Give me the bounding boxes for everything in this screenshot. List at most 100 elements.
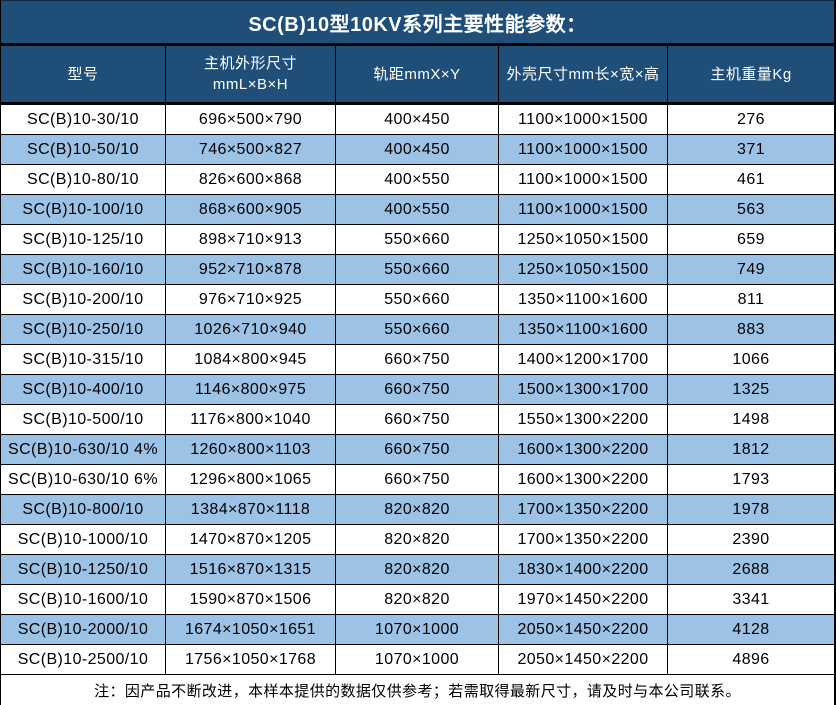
cell-enclosure-dimensions: 1100×1000×1500 bbox=[499, 195, 667, 224]
column-header-main-dimensions: 主机外形尺寸 mmL×B×H bbox=[166, 46, 335, 104]
cell-main-dimensions: 1084×800×945 bbox=[166, 345, 335, 374]
cell-rail-gauge: 1070×1000 bbox=[336, 615, 498, 644]
cell-model: SC(B)10-2000/10 bbox=[1, 615, 165, 644]
column-header-main-dimensions-line2: mmL×B×H bbox=[212, 76, 289, 93]
cell-weight: 461 bbox=[668, 165, 834, 194]
cell-weight: 1325 bbox=[668, 375, 834, 404]
cell-enclosure-dimensions: 1350×1100×1600 bbox=[499, 315, 667, 344]
cell-enclosure-dimensions: 1550×1300×2200 bbox=[499, 405, 667, 434]
cell-rail-gauge: 820×820 bbox=[336, 495, 498, 524]
cell-main-dimensions: 1590×870×1506 bbox=[166, 585, 335, 614]
cell-rail-gauge: 820×820 bbox=[336, 585, 498, 614]
cell-rail-gauge: 400×550 bbox=[336, 165, 498, 194]
cell-weight: 371 bbox=[668, 135, 834, 164]
cell-rail-gauge: 400×450 bbox=[336, 105, 498, 134]
cell-rail-gauge: 660×750 bbox=[336, 405, 498, 434]
cell-rail-gauge: 820×820 bbox=[336, 525, 498, 554]
cell-enclosure-dimensions: 1350×1100×1600 bbox=[499, 285, 667, 314]
column-header-rail-gauge: 轨距mmX×Y bbox=[336, 46, 498, 104]
cell-enclosure-dimensions: 1100×1000×1500 bbox=[499, 165, 667, 194]
cell-enclosure-dimensions: 2050×1450×2200 bbox=[499, 615, 667, 644]
cell-model: SC(B)10-80/10 bbox=[1, 165, 165, 194]
cell-model: SC(B)10-315/10 bbox=[1, 345, 165, 374]
cell-main-dimensions: 976×710×925 bbox=[166, 285, 335, 314]
cell-weight: 883 bbox=[668, 315, 834, 344]
cell-weight: 749 bbox=[668, 255, 834, 284]
cell-weight: 659 bbox=[668, 225, 834, 254]
column-header-enclosure-dimensions: 外壳尺寸mm长×宽×高 bbox=[499, 46, 667, 104]
cell-main-dimensions: 1296×800×1065 bbox=[166, 465, 335, 494]
cell-model: SC(B)10-100/10 bbox=[1, 195, 165, 224]
cell-model: SC(B)10-1600/10 bbox=[1, 585, 165, 614]
cell-weight: 1066 bbox=[668, 345, 834, 374]
cell-model: SC(B)10-630/10 4% bbox=[1, 435, 165, 464]
column-header-weight-label: 主机重量Kg bbox=[710, 65, 792, 83]
cell-main-dimensions: 1146×800×975 bbox=[166, 375, 335, 404]
cell-model: SC(B)10-500/10 bbox=[1, 405, 165, 434]
cell-rail-gauge: 1070×1000 bbox=[336, 645, 498, 674]
column-header-rail-gauge-label: 轨距mmX×Y bbox=[373, 65, 461, 83]
cell-weight: 1812 bbox=[668, 435, 834, 464]
cell-enclosure-dimensions: 1970×1450×2200 bbox=[499, 585, 667, 614]
column-header-weight: 主机重量Kg bbox=[668, 46, 834, 104]
cell-rail-gauge: 550×660 bbox=[336, 255, 498, 284]
cell-rail-gauge: 660×750 bbox=[336, 435, 498, 464]
cell-enclosure-dimensions: 1100×1000×1500 bbox=[499, 135, 667, 164]
cell-main-dimensions: 1384×870×1118 bbox=[166, 495, 335, 524]
cell-enclosure-dimensions: 1250×1050×1500 bbox=[499, 255, 667, 284]
cell-model: SC(B)10-2500/10 bbox=[1, 645, 165, 674]
cell-rail-gauge: 400×550 bbox=[336, 195, 498, 224]
cell-main-dimensions: 1260×800×1103 bbox=[166, 435, 335, 464]
footnote: 注：因产品不断改进，本样本提供的数据仅供参考；若需取得最新尺寸，请及时与本公司联… bbox=[0, 674, 836, 705]
cell-rail-gauge: 660×750 bbox=[336, 345, 498, 374]
column-header-model: 型号 bbox=[1, 46, 165, 104]
table-title: SC(B)10型10KV系列主要性能参数： bbox=[0, 0, 836, 46]
cell-weight: 2688 bbox=[668, 555, 834, 584]
cell-main-dimensions: 868×600×905 bbox=[166, 195, 335, 224]
cell-main-dimensions: 826×600×868 bbox=[166, 165, 335, 194]
cell-weight: 4896 bbox=[668, 645, 834, 674]
cell-enclosure-dimensions: 1250×1050×1500 bbox=[499, 225, 667, 254]
cell-weight: 1978 bbox=[668, 495, 834, 524]
cell-enclosure-dimensions: 2050×1450×2200 bbox=[499, 645, 667, 674]
cell-rail-gauge: 550×660 bbox=[336, 315, 498, 344]
cell-rail-gauge: 660×750 bbox=[336, 375, 498, 404]
cell-rail-gauge: 660×750 bbox=[336, 465, 498, 494]
cell-model: SC(B)10-800/10 bbox=[1, 495, 165, 524]
cell-rail-gauge: 550×660 bbox=[336, 225, 498, 254]
cell-enclosure-dimensions: 1600×1300×2200 bbox=[499, 435, 667, 464]
cell-main-dimensions: 1674×1050×1651 bbox=[166, 615, 335, 644]
column-header-enclosure-dimensions-label: 外壳尺寸mm长×宽×高 bbox=[506, 65, 660, 83]
cell-enclosure-dimensions: 1600×1300×2200 bbox=[499, 465, 667, 494]
cell-weight: 563 bbox=[668, 195, 834, 224]
cell-weight: 4128 bbox=[668, 615, 834, 644]
cell-enclosure-dimensions: 1500×1300×1700 bbox=[499, 375, 667, 404]
cell-model: SC(B)10-1250/10 bbox=[1, 555, 165, 584]
cell-main-dimensions: 1516×870×1315 bbox=[166, 555, 335, 584]
cell-main-dimensions: 952×710×878 bbox=[166, 255, 335, 284]
cell-rail-gauge: 400×450 bbox=[336, 135, 498, 164]
cell-main-dimensions: 1026×710×940 bbox=[166, 315, 335, 344]
cell-main-dimensions: 1176×800×1040 bbox=[166, 405, 335, 434]
cell-enclosure-dimensions: 1400×1200×1700 bbox=[499, 345, 667, 374]
cell-weight: 811 bbox=[668, 285, 834, 314]
column-header-model-label: 型号 bbox=[67, 65, 99, 83]
cell-model: SC(B)10-30/10 bbox=[1, 105, 165, 134]
cell-model: SC(B)10-630/10 6% bbox=[1, 465, 165, 494]
cell-model: SC(B)10-160/10 bbox=[1, 255, 165, 284]
cell-enclosure-dimensions: 1830×1400×2200 bbox=[499, 555, 667, 584]
cell-enclosure-dimensions: 1700×1350×2200 bbox=[499, 525, 667, 554]
cell-model: SC(B)10-400/10 bbox=[1, 375, 165, 404]
cell-rail-gauge: 550×660 bbox=[336, 285, 498, 314]
cell-rail-gauge: 820×820 bbox=[336, 555, 498, 584]
cell-weight: 3341 bbox=[668, 585, 834, 614]
cell-main-dimensions: 1470×870×1205 bbox=[166, 525, 335, 554]
cell-model: SC(B)10-250/10 bbox=[1, 315, 165, 344]
spec-table: 型号 主机外形尺寸 mmL×B×H 轨距mmX×Y 外壳尺寸mm长×宽×高 主机… bbox=[0, 46, 836, 674]
cell-main-dimensions: 746×500×827 bbox=[166, 135, 335, 164]
cell-enclosure-dimensions: 1700×1350×2200 bbox=[499, 495, 667, 524]
cell-model: SC(B)10-50/10 bbox=[1, 135, 165, 164]
cell-main-dimensions: 898×710×913 bbox=[166, 225, 335, 254]
cell-main-dimensions: 696×500×790 bbox=[166, 105, 335, 134]
